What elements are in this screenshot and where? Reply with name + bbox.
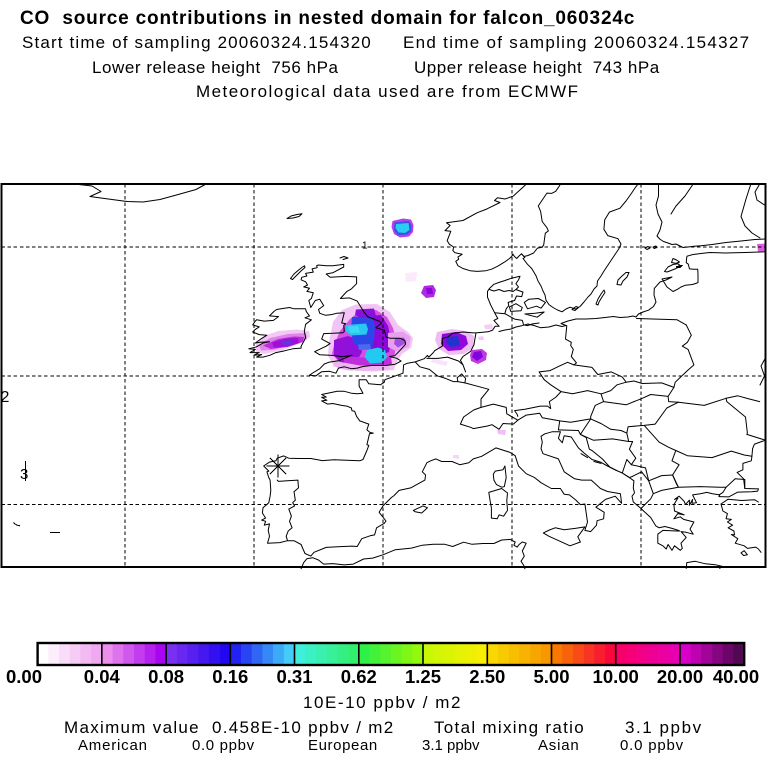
svg-text:0.16: 0.16 bbox=[212, 666, 248, 687]
svg-text:5.00: 5.00 bbox=[533, 666, 569, 687]
svg-text:1: 1 bbox=[362, 241, 368, 252]
svg-text:0.08: 0.08 bbox=[148, 666, 184, 687]
svg-text:1.25: 1.25 bbox=[405, 666, 441, 687]
svg-text:20.00: 20.00 bbox=[657, 666, 703, 687]
svg-text:10.00: 10.00 bbox=[593, 666, 639, 687]
svg-text:40.00: 40.00 bbox=[713, 666, 759, 687]
svg-text:0.62: 0.62 bbox=[341, 666, 377, 687]
svg-text:2.50: 2.50 bbox=[469, 666, 505, 687]
svg-text:0.31: 0.31 bbox=[276, 666, 312, 687]
svg-text:3: 3 bbox=[20, 466, 28, 483]
svg-text:0.00: 0.00 bbox=[6, 666, 42, 687]
svg-text:0.04: 0.04 bbox=[84, 666, 121, 687]
svg-text:2: 2 bbox=[1, 389, 10, 406]
